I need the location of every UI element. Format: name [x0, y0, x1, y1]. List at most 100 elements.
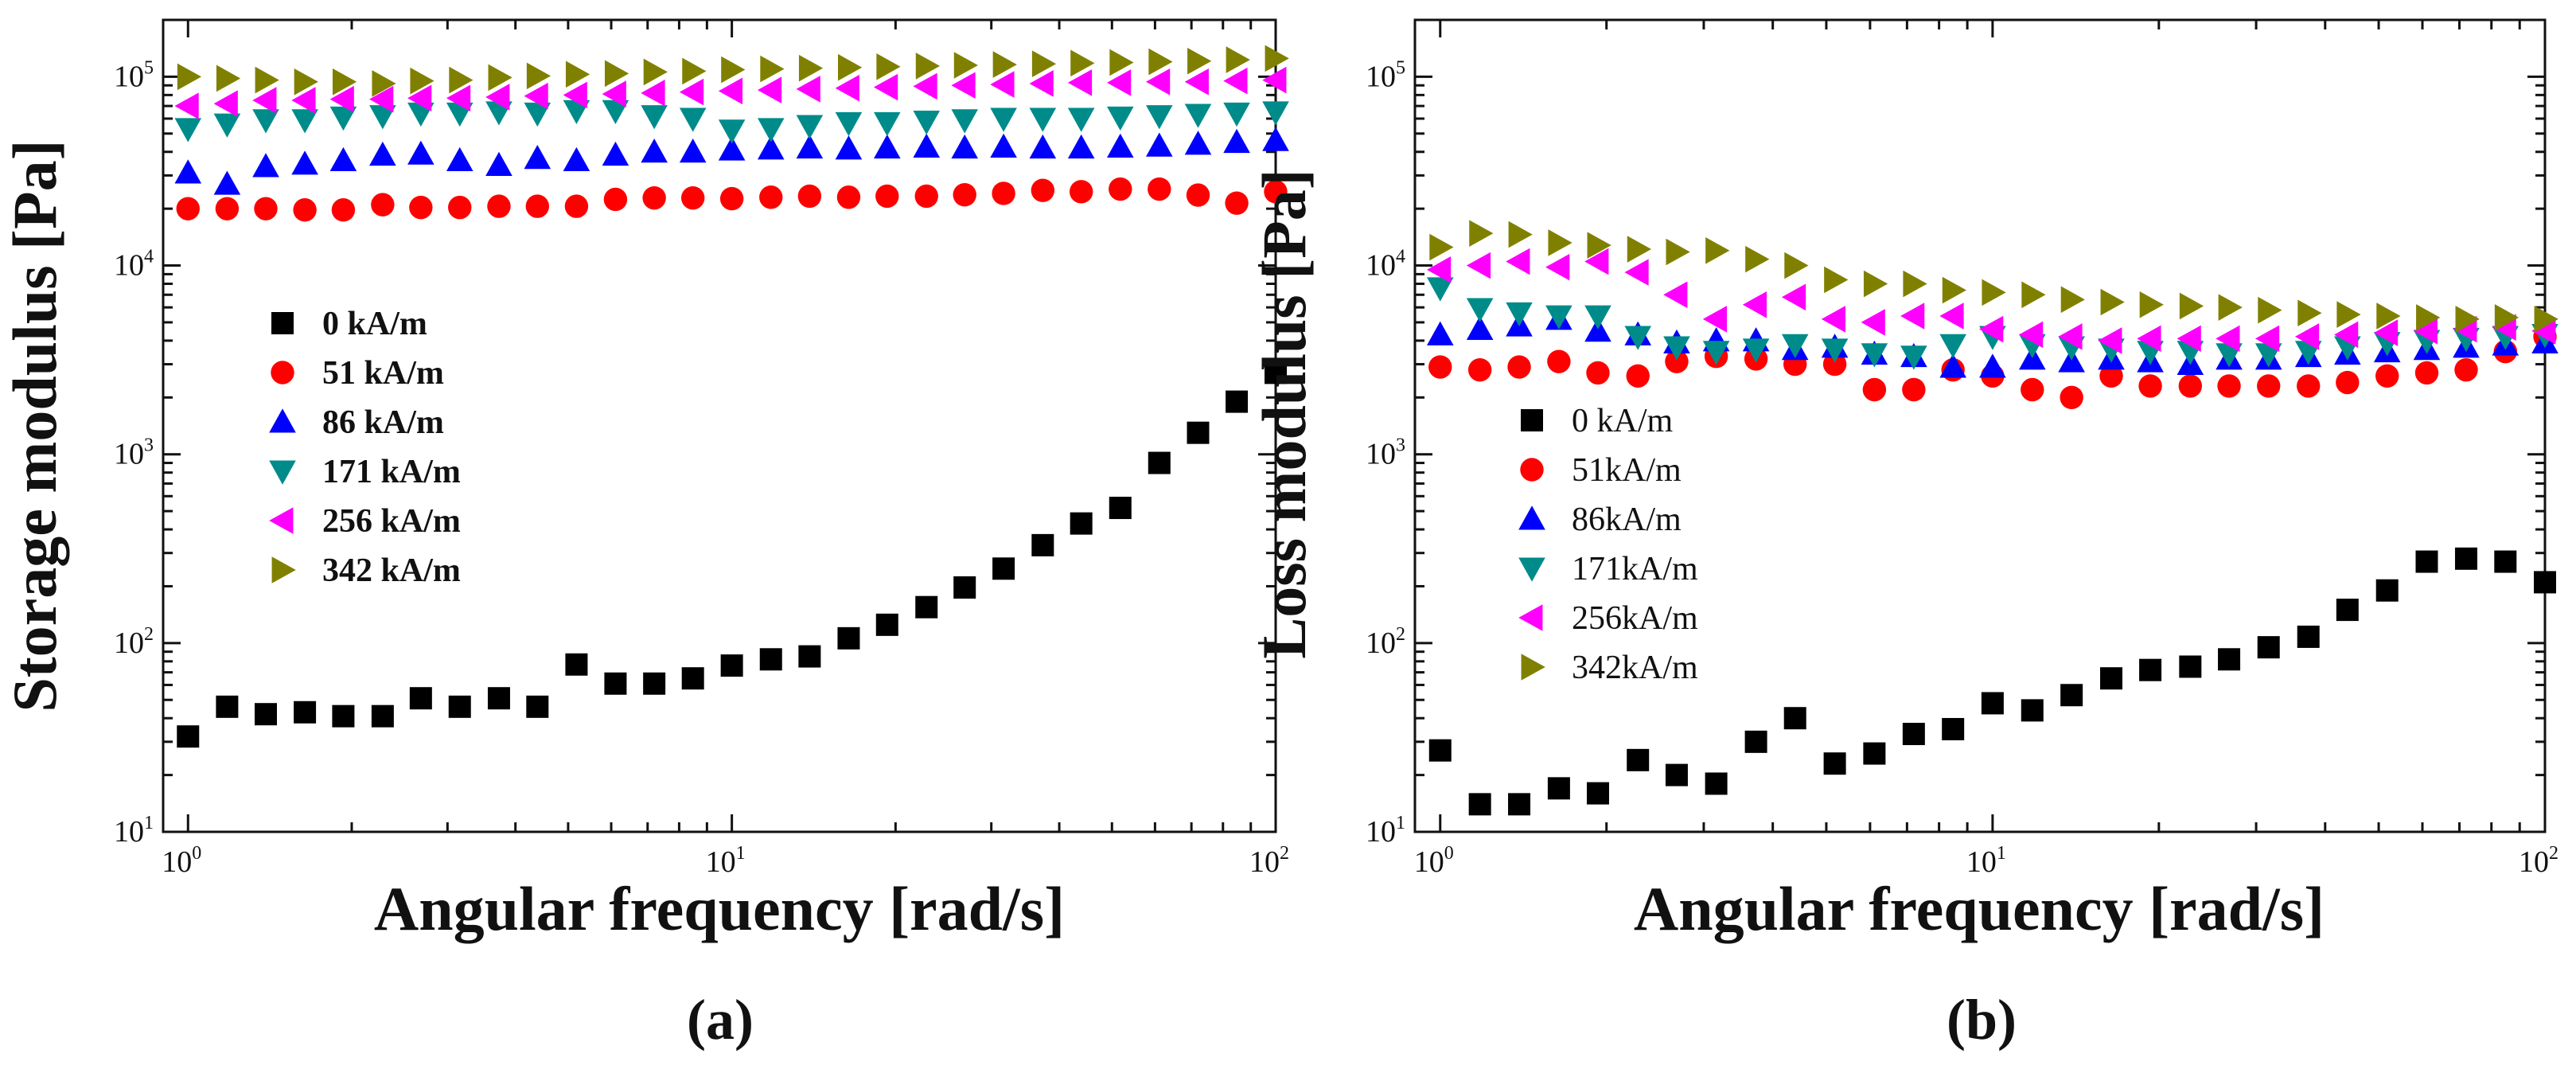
- legend-label: 86kA/m: [1572, 501, 1682, 538]
- data-point: [294, 701, 317, 724]
- legend-label: 256 kA/m: [322, 503, 461, 540]
- data-point: [642, 185, 666, 210]
- data-point: [2257, 374, 2281, 398]
- data-point: [1665, 763, 1688, 786]
- x-tick-label: 102: [2519, 843, 2558, 879]
- data-point: [563, 146, 590, 172]
- data-point: [291, 150, 318, 175]
- data-point: [1109, 177, 1132, 201]
- data-point: [369, 85, 394, 113]
- data-point: [2534, 306, 2558, 333]
- data-point: [1939, 353, 1966, 378]
- data-point: [1666, 238, 1690, 266]
- data-point: [2455, 306, 2480, 333]
- data-point: [215, 197, 240, 220]
- data-point: [719, 186, 744, 211]
- data-point: [2376, 302, 2401, 330]
- data-point: [410, 67, 435, 95]
- data-point: [1067, 107, 1095, 132]
- x-axis-title-a: Angular frequency [rad/s]: [374, 874, 1065, 943]
- data-point: [796, 115, 824, 139]
- data-point: [1067, 69, 1093, 96]
- data-point: [1545, 305, 1572, 330]
- data-point: [1584, 248, 1609, 275]
- data-point: [1226, 390, 1249, 413]
- data-point: [990, 71, 1015, 98]
- data-point: [1744, 730, 1767, 753]
- data-point: [1466, 252, 1491, 279]
- data-point: [1545, 253, 1570, 281]
- data-point: [2297, 374, 2321, 398]
- data-point: [679, 107, 707, 132]
- y-tick-label: 104: [1366, 247, 1405, 283]
- data-point: [1426, 321, 1454, 345]
- y-tick-label: 103: [1366, 435, 1405, 471]
- data-point: [2416, 304, 2441, 331]
- data-point: [797, 184, 822, 209]
- x-tick-label: 100: [1414, 843, 1454, 879]
- data-point: [2334, 321, 2359, 349]
- legend-marker: [269, 408, 296, 433]
- data-point: [1184, 68, 1209, 96]
- legend-marker: [271, 556, 296, 583]
- data-point: [1665, 349, 1689, 373]
- data-point: [876, 53, 901, 80]
- data-point: [759, 185, 783, 209]
- data-point: [1903, 270, 1927, 298]
- data-point: [1783, 707, 1806, 730]
- data-point: [2336, 599, 2359, 622]
- tick-group-b: [1415, 18, 2547, 833]
- data-point: [1145, 68, 1171, 96]
- data-point: [1506, 248, 1530, 275]
- data-point: [1031, 533, 1054, 556]
- data-point: [873, 111, 901, 137]
- data-point: [837, 626, 860, 650]
- data-point: [1982, 279, 2006, 306]
- data-point: [915, 53, 941, 80]
- data-point: [1548, 229, 1572, 256]
- data-point: [1265, 45, 1289, 72]
- data-point: [329, 85, 354, 113]
- data-point: [2177, 325, 2201, 353]
- data-point: [1745, 245, 1770, 273]
- data-point: [485, 84, 510, 111]
- data-point: [602, 80, 626, 107]
- data-point: [524, 102, 551, 127]
- data-point: [1468, 793, 1491, 816]
- data-point: [1223, 102, 1250, 127]
- data-point: [2494, 304, 2519, 331]
- data-point: [372, 70, 396, 97]
- data-point: [2216, 325, 2240, 353]
- data-point: [255, 703, 278, 726]
- data-point: [1148, 177, 1171, 201]
- data-point: [2494, 550, 2517, 573]
- data-point: [2375, 364, 2399, 388]
- data-point: [1627, 236, 1652, 263]
- legend-marker: [271, 312, 294, 334]
- data-point: [174, 159, 202, 184]
- legend-entry: 256kA/m: [1518, 600, 1698, 637]
- legend-entry: 0 kA/m: [271, 306, 427, 342]
- data-point: [329, 106, 357, 131]
- data-point: [1586, 361, 1610, 385]
- data-point: [798, 645, 821, 668]
- data-point: [1031, 178, 1055, 202]
- data-point: [1702, 306, 1728, 333]
- data-point: [1507, 355, 1531, 379]
- data-point: [838, 53, 863, 81]
- series-4-points: [174, 66, 1287, 119]
- data-marks-b: [1426, 220, 2558, 816]
- data-point: [2336, 301, 2361, 328]
- data-point: [1902, 723, 1925, 746]
- data-point: [1979, 353, 2006, 378]
- data-point: [213, 170, 241, 195]
- x-tick-label: 102: [1249, 843, 1289, 879]
- data-point: [1979, 315, 2004, 343]
- data-point: [526, 62, 551, 90]
- data-point: [254, 197, 278, 220]
- data-point: [835, 135, 863, 160]
- data-point: [1863, 742, 1886, 765]
- series-1-points: [176, 177, 1288, 222]
- data-point: [953, 576, 976, 599]
- data-point: [2336, 370, 2360, 395]
